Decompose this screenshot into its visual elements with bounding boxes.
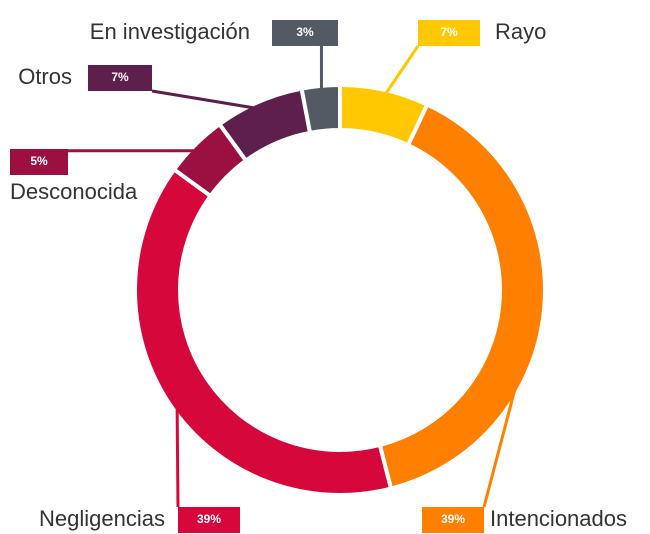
leader-line <box>151 89 263 111</box>
category-label: Desconocida <box>10 179 138 204</box>
category-label: En investigación <box>90 19 250 44</box>
donut-segment <box>133 166 394 497</box>
leader-line <box>175 400 180 508</box>
category-label: Rayo <box>495 19 546 44</box>
label-box <box>10 149 68 175</box>
value-label: 7% <box>111 70 129 84</box>
value-label: 5% <box>30 154 48 168</box>
label-box <box>422 507 484 533</box>
label-box <box>272 20 338 46</box>
donut-segment <box>299 82 342 136</box>
label-box <box>418 20 480 46</box>
leader-line <box>381 45 420 99</box>
leader-line <box>482 308 538 508</box>
category-label: Negligencias <box>39 506 165 531</box>
value-label: 39% <box>197 512 221 526</box>
value-label: 39% <box>441 512 465 526</box>
value-label: 7% <box>440 25 458 39</box>
donut-segment <box>377 101 547 491</box>
value-label: 3% <box>296 25 314 39</box>
label-box <box>178 507 240 533</box>
category-label: Otros <box>18 64 72 89</box>
label-box <box>88 65 152 91</box>
category-label: Intencionados <box>490 506 627 531</box>
